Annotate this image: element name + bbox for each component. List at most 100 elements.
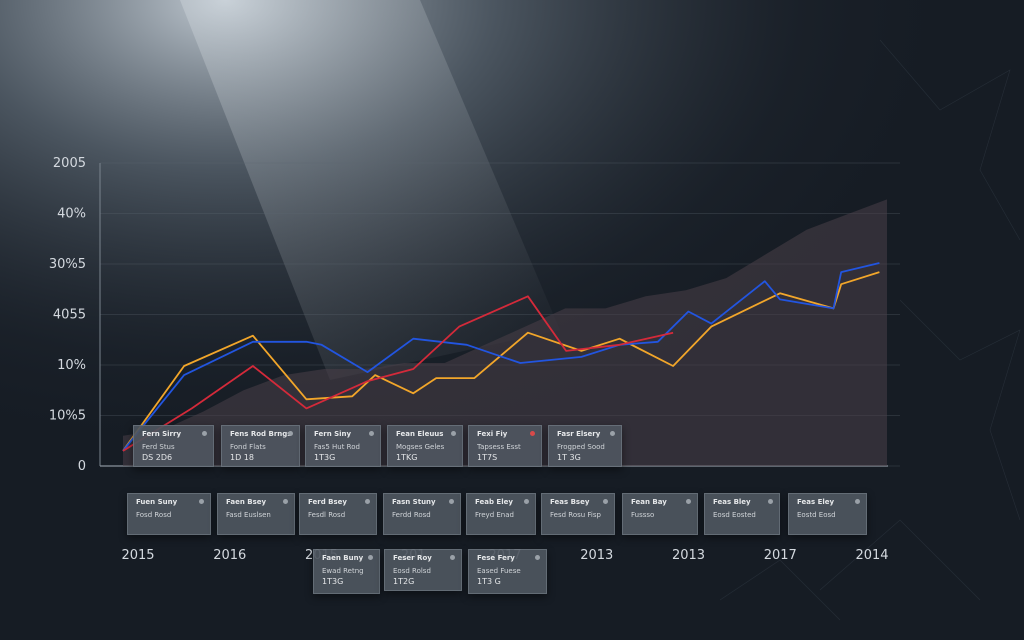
series-line-3 — [122, 295, 674, 452]
card-value: 1T 3G — [557, 453, 581, 462]
card-subtitle: Fesd Rosu Fisp — [550, 511, 601, 519]
y-tick-label: 0 — [78, 459, 86, 474]
legend-card: Feser Roy Eosd Rolsd 1T2G — [384, 549, 462, 591]
legend-card: Fexi Fiy Tapsess Esst 1T7S — [468, 425, 542, 467]
card-title: Feas Bley — [713, 498, 751, 506]
x-tick-label: 2017 — [764, 548, 797, 563]
status-dot — [450, 555, 455, 560]
status-dot — [283, 499, 288, 504]
series-line-1 — [122, 271, 880, 452]
x-tick-label: 2014 — [855, 548, 888, 563]
x-tick-label: 2016 — [213, 548, 246, 563]
card-subtitle: Fosd Rosd — [136, 511, 172, 519]
legend-card: Feas Bley Eosd Eosted — [704, 493, 780, 535]
status-dot — [202, 431, 207, 436]
card-value: 1T3G — [322, 577, 344, 586]
legend-card: Faen Bsey Fasd Euslsen — [217, 493, 295, 535]
legend-card: Fese Fery Eased Fuese 1T3 G — [468, 549, 547, 594]
y-tick-label: 40% — [57, 207, 86, 222]
card-title: Fese Fery — [477, 554, 515, 562]
legend-card: Ferd Bsey Fesdl Rosd — [299, 493, 377, 535]
legend-card: Fens Rod Brngs Fond Flats 1D 18 — [221, 425, 300, 467]
card-subtitle: Fond Flats — [230, 443, 266, 451]
card-title: Fean Bay — [631, 498, 667, 506]
card-subtitle: Fasd Euslsen — [226, 511, 271, 519]
card-title: Fexi Fiy — [477, 430, 508, 438]
y-tick-label: 10%5 — [49, 409, 86, 424]
status-dot — [524, 499, 529, 504]
legend-card: Fuen Suny Fosd Rosd — [127, 493, 211, 535]
legend-card: Fasr Elsery Frogped Sood 1T 3G — [548, 425, 622, 467]
card-title: Fuen Suny — [136, 498, 178, 506]
status-dot — [686, 499, 691, 504]
legend-card: Fean Eleuus Mogses Geles 1TKG — [387, 425, 463, 467]
legend-card: Faen Buny Ewad Retng 1T3G — [313, 549, 380, 594]
card-title: Fern Siny — [314, 430, 352, 438]
legend-card: Feab Eley Freyd Enad — [466, 493, 536, 535]
card-value: 1T3 G — [477, 577, 501, 586]
series-lines — [122, 262, 880, 452]
status-dot — [365, 499, 370, 504]
card-subtitle: Tapsess Esst — [477, 443, 521, 451]
card-subtitle: Ferdd Rosd — [392, 511, 431, 519]
legend-card: Fean Bay Fussso — [622, 493, 698, 535]
card-subtitle: Frogped Sood — [557, 443, 605, 451]
card-subtitle: Eosd Eosted — [713, 511, 756, 519]
card-title: Feas Bsey — [550, 498, 590, 506]
legend-card: Feas Bsey Fesd Rosu Fisp — [541, 493, 615, 535]
legend-card: Fern Siny Fas5 Hut Rod 1T3G — [305, 425, 381, 467]
card-subtitle: Fesdl Rosd — [308, 511, 346, 519]
card-value: 1TKG — [396, 453, 418, 462]
card-title: Feas Eley — [797, 498, 835, 506]
status-dot — [449, 499, 454, 504]
card-subtitle: Freyd Enad — [475, 511, 514, 519]
x-tick-label: 2013 — [580, 548, 613, 563]
card-subtitle: Eased Fuese — [477, 567, 521, 575]
status-dot — [535, 555, 540, 560]
card-subtitle: Ewad Retng — [322, 567, 364, 575]
card-title: Feab Eley — [475, 498, 513, 506]
y-tick-label: 30%5 — [49, 257, 86, 272]
card-subtitle: Fussso — [631, 511, 655, 519]
card-value: 1T7S — [477, 453, 498, 462]
card-title: Fasr Elsery — [557, 430, 601, 438]
card-title: Fern Sirry — [142, 430, 182, 438]
legend-card: Fern Sirry Ferd Stus DS 2D6 — [133, 425, 214, 467]
status-dot — [530, 431, 535, 436]
card-title: Ferd Bsey — [308, 498, 347, 506]
card-title: Fasn Stuny — [392, 498, 436, 506]
status-dot — [369, 431, 374, 436]
card-value: DS 2D6 — [142, 453, 173, 462]
status-dot — [768, 499, 773, 504]
x-tick-label: 2015 — [121, 548, 154, 563]
card-title: Faen Buny — [322, 554, 364, 562]
series-line-2 — [122, 262, 880, 452]
y-tick-label: 2005 — [53, 156, 86, 171]
y-tick-label: 10% — [57, 358, 86, 373]
card-value: 1T2G — [393, 577, 415, 586]
status-dot — [288, 431, 293, 436]
legend-card: Fasn Stuny Ferdd Rosd — [383, 493, 461, 535]
network-pattern — [719, 39, 1021, 621]
status-dot — [603, 499, 608, 504]
card-title: Fens Rod Brngs — [230, 430, 291, 438]
card-subtitle: Eosd Rolsd — [393, 567, 431, 575]
card-value: 1T3G — [314, 453, 336, 462]
y-tick-label: 4055 — [53, 308, 86, 323]
card-subtitle: Mogses Geles — [396, 443, 445, 451]
status-dot — [199, 499, 204, 504]
status-dot — [855, 499, 860, 504]
status-dot — [368, 555, 373, 560]
card-title: Faen Bsey — [226, 498, 267, 506]
status-dot — [610, 431, 615, 436]
card-subtitle: Eostd Eosd — [797, 511, 836, 519]
x-tick-label: 2013 — [672, 548, 705, 563]
card-value: 1D 18 — [230, 453, 254, 462]
status-dot — [451, 431, 456, 436]
card-title: Fean Eleuus — [396, 430, 444, 438]
card-title: Feser Roy — [393, 554, 432, 562]
light-beam — [180, 0, 560, 380]
legend-card: Feas Eley Eostd Eosd — [788, 493, 867, 535]
card-subtitle: Ferd Stus — [142, 443, 175, 451]
